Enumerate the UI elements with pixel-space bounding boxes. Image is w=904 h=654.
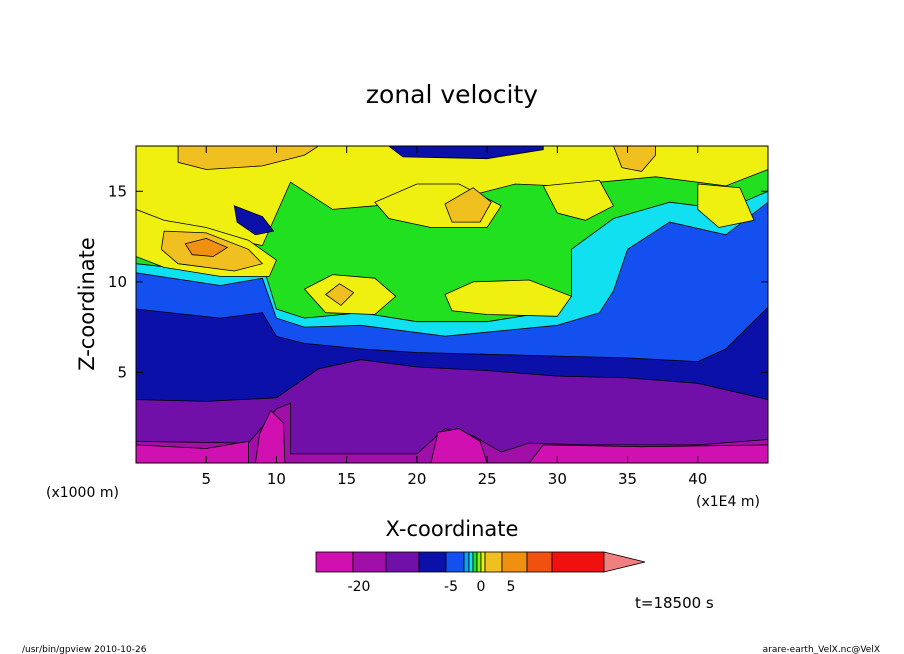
band-minus-5-pocket xyxy=(233,205,275,236)
band-two-top-a xyxy=(177,146,320,170)
x-tick-label: 30 xyxy=(548,470,567,488)
band-minus-20-d xyxy=(528,444,768,463)
y-axis-label: Z-coordinate xyxy=(75,237,99,371)
x-tick-label: 25 xyxy=(478,470,497,488)
x-scale-label: (x1000 m) xyxy=(46,485,119,501)
y-tick-label: 15 xyxy=(108,182,127,200)
axis-ticks: 5 10 15 20 25 30 35 40 5 10 15 xyxy=(108,146,768,488)
colorbar-segment xyxy=(352,551,387,573)
footer-left: /usr/bin/gpview 2010-10-26 xyxy=(22,645,147,654)
colorbar-segment xyxy=(551,551,605,573)
x-tick-label: 40 xyxy=(688,470,707,488)
colorbar-label: 0 xyxy=(477,579,486,595)
colorbar-label: -5 xyxy=(444,579,458,595)
y-tick-label: 10 xyxy=(108,273,127,291)
colorbar-segment xyxy=(445,551,465,573)
colorbar-segment xyxy=(484,551,503,573)
band-minus-20-c xyxy=(430,428,488,463)
plot-frame xyxy=(135,145,769,464)
band-one-mid-d xyxy=(542,179,615,221)
x-axis-label: X-coordinate xyxy=(386,517,519,541)
colorbar-segment xyxy=(476,551,482,573)
colorbar-segment xyxy=(472,551,478,573)
colorbar-label: 5 xyxy=(507,579,516,595)
band-one-mid-b xyxy=(444,279,573,317)
band-two-top-b xyxy=(613,146,656,172)
colorbar-segment xyxy=(463,551,470,573)
chart-title: zonal velocity xyxy=(366,80,538,109)
footer-right: arare-earth_VelX.nc@VelX xyxy=(763,645,880,654)
band-minus-20-a xyxy=(136,440,249,463)
x-tick-label: 35 xyxy=(618,470,637,488)
y-tick-label: 5 xyxy=(117,363,127,381)
band-two-small xyxy=(324,283,355,306)
x-tick-label: 5 xyxy=(201,470,211,488)
colorbar-segment xyxy=(501,551,528,573)
colorbar-segment xyxy=(315,551,354,573)
x-tick-label: 20 xyxy=(407,470,426,488)
colorbar-segment xyxy=(526,551,553,573)
band-two-mid xyxy=(444,187,492,223)
band-minus-5-top xyxy=(388,146,544,160)
x-unit-label: (x1E4 m) xyxy=(696,494,760,510)
colorbar: -20 -5 0 5 xyxy=(315,551,646,595)
band-minus-10 xyxy=(136,359,768,463)
colorbar-segment xyxy=(480,551,486,573)
band-one-mid-e xyxy=(697,183,755,228)
band-five-core xyxy=(184,237,229,257)
time-label: t=18500 s xyxy=(635,594,714,612)
x-tick-label: 10 xyxy=(267,470,286,488)
colorbar-segment xyxy=(385,551,420,573)
colorbar-segment xyxy=(418,551,447,573)
colorbar-label: -20 xyxy=(348,579,371,595)
colorbar-segment xyxy=(468,551,474,573)
contour-field xyxy=(136,146,768,463)
band-minus-20-b xyxy=(254,409,286,463)
x-tick-label: 15 xyxy=(337,470,356,488)
colorbar-arrow xyxy=(603,551,646,573)
